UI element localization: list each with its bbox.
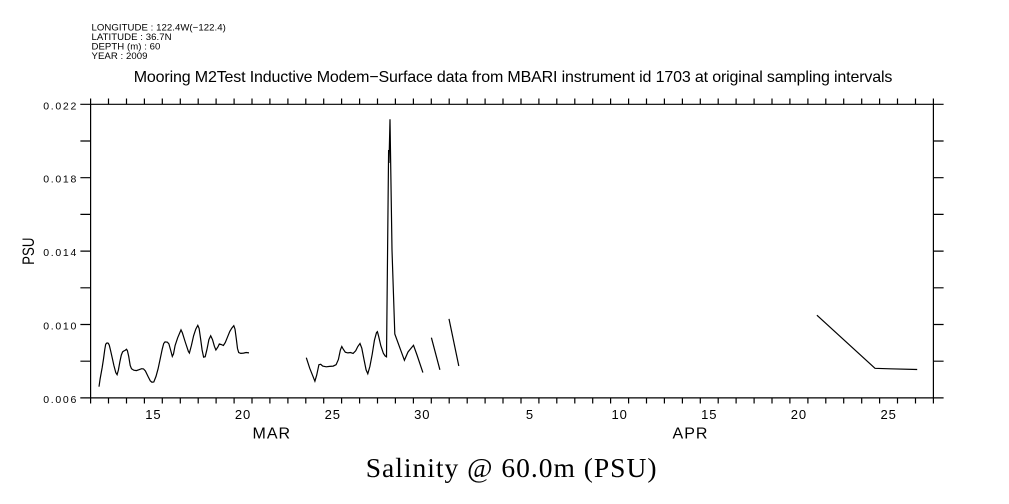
svg-text:LATITUDE : 36.7N: LATITUDE : 36.7N (92, 32, 172, 43)
svg-text:15: 15 (701, 407, 717, 422)
svg-text:DEPTH (m) : 60: DEPTH (m) : 60 (92, 42, 161, 53)
svg-text:10: 10 (611, 407, 627, 422)
svg-text:LONGITUDE : 122.4W(−122.4): LONGITUDE : 122.4W(−122.4) (92, 23, 226, 34)
svg-text:Salinity @ 60.0m (PSU): Salinity @ 60.0m (PSU) (366, 452, 658, 483)
svg-text:20: 20 (235, 407, 251, 422)
svg-text:5: 5 (526, 407, 534, 422)
svg-text:20: 20 (791, 407, 807, 422)
svg-text:APR: APR (673, 425, 709, 442)
svg-text:30: 30 (414, 407, 430, 422)
svg-text:0.010: 0.010 (43, 321, 78, 333)
svg-text:0.018: 0.018 (43, 174, 78, 186)
svg-text:Mooring M2Test Inductive Modem: Mooring M2Test Inductive Modem−Surface d… (134, 69, 893, 86)
svg-text:25: 25 (880, 407, 896, 422)
svg-text:25: 25 (325, 407, 341, 422)
svg-text:0.022: 0.022 (43, 100, 78, 112)
svg-text:15: 15 (145, 407, 161, 422)
svg-text:YEAR : 2009: YEAR : 2009 (92, 51, 148, 62)
svg-text:PSU: PSU (21, 238, 38, 265)
svg-text:MAR: MAR (253, 425, 292, 442)
svg-text:0.014: 0.014 (43, 247, 78, 259)
svg-text:0.006: 0.006 (43, 394, 78, 406)
